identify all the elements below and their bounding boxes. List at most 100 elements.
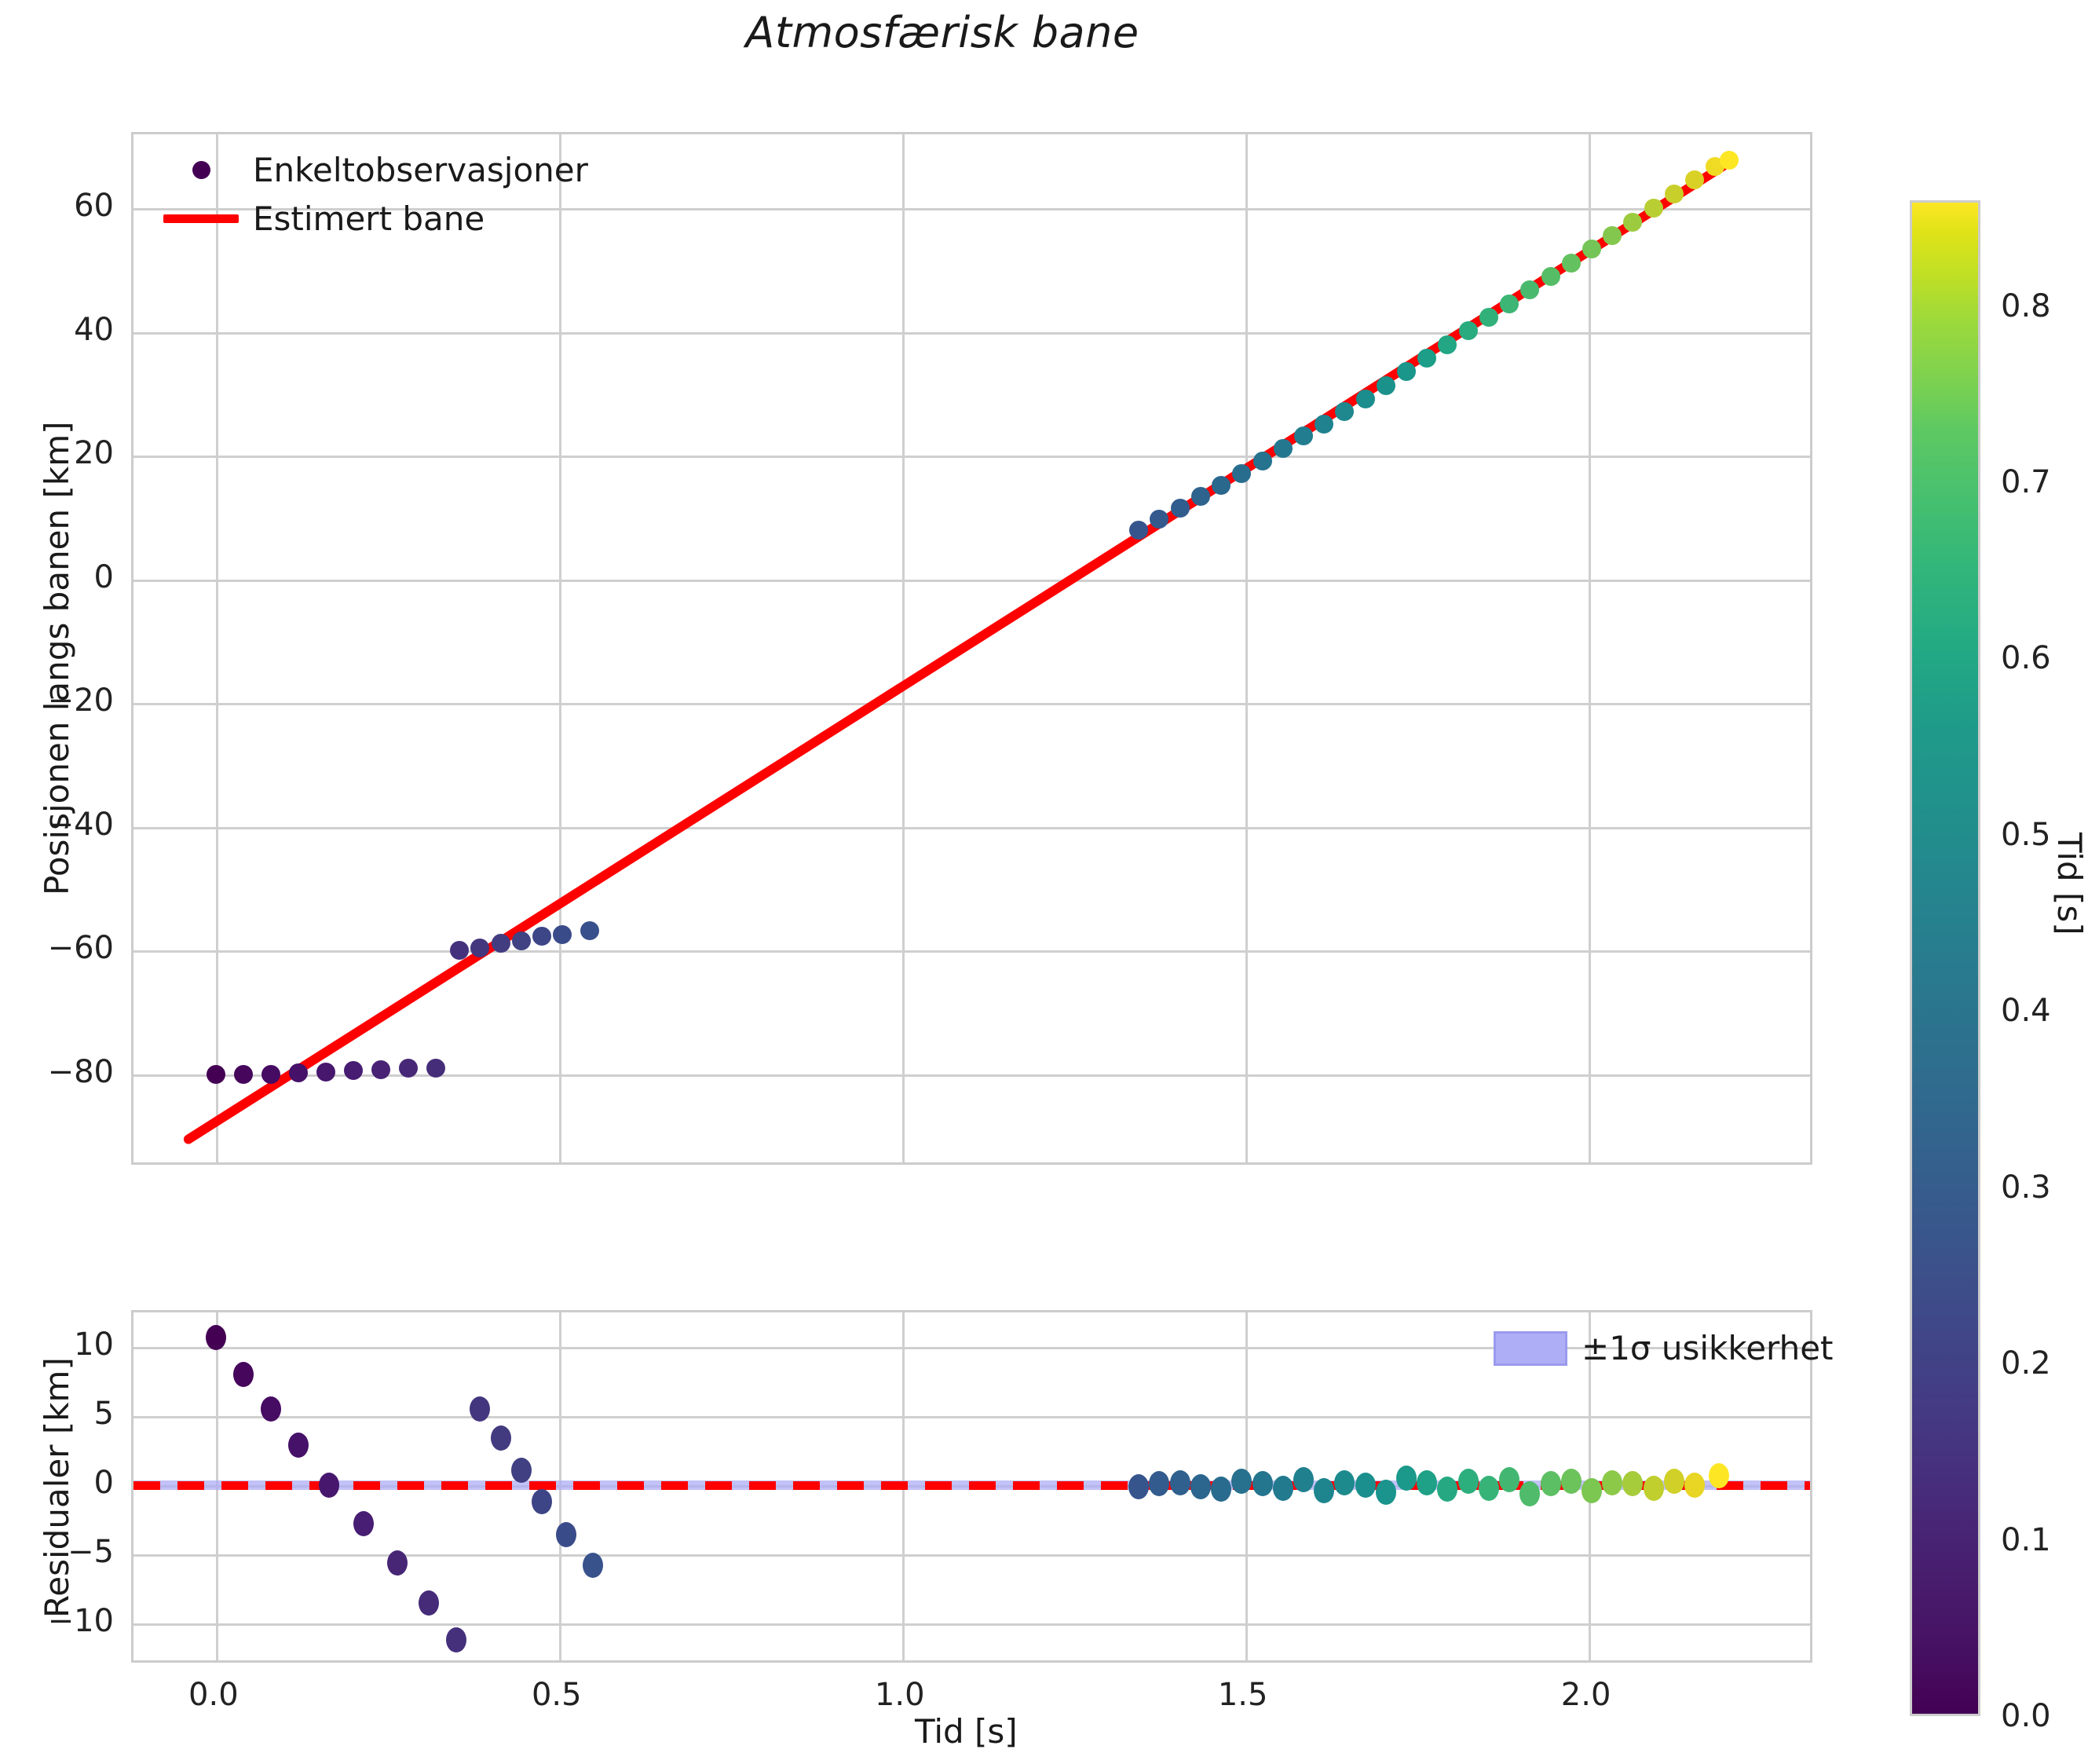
data-point [1541,267,1560,287]
residual-point [445,1627,466,1653]
residual-point [1334,1469,1355,1495]
residual-point [1375,1479,1396,1505]
residual-point [1252,1471,1273,1497]
gridline-horizontal [133,579,1810,582]
legend-label-uncertainty: ±1σ usikkerhet [1582,1329,1834,1367]
residual-point [232,1362,254,1388]
ytick-label: 40 [74,311,114,348]
data-point [553,924,572,944]
data-point [532,926,551,946]
data-point [470,939,490,958]
line-sample-icon [154,214,248,223]
residual-point [1663,1468,1684,1494]
data-point [1170,498,1190,518]
data-point [1315,414,1334,434]
residual-point [1211,1477,1232,1502]
gridline-vertical [558,134,561,1162]
data-point [1438,335,1457,354]
data-point [1252,451,1272,470]
ytick-label: 60 [74,188,114,225]
data-point [580,921,600,941]
legend-entry-fit: Estimert bane [154,194,562,243]
colorbar-tick-label: 0.6 [2001,640,2051,677]
uncertainty-band-icon [1484,1330,1577,1366]
data-point [1129,520,1149,540]
gridline-horizontal [133,703,1810,706]
residual-point [1708,1462,1729,1488]
gridline-vertical [901,134,905,1162]
residual-point [1231,1468,1252,1494]
gridline-horizontal [133,208,1810,211]
residuals-plot-axes [131,1310,1812,1663]
legend-entry-observations: Enkeltobservasjoner [154,145,588,194]
data-point [1685,170,1705,190]
residual-point [1190,1473,1211,1499]
residual-point [1540,1471,1561,1497]
trajectory-yaxis-label: Posisjonen langs banen [km] [38,421,76,895]
residual-point [531,1489,552,1515]
gridline-horizontal [133,1416,1810,1419]
gridline-horizontal [133,1623,1810,1627]
residual-point [205,1324,226,1350]
ytick-label: −10 [47,1603,114,1640]
residual-point [387,1550,408,1576]
xtick-label: 2.0 [1560,1677,1611,1713]
data-point [1376,375,1395,395]
data-point [316,1062,335,1081]
colorbar-tick-label: 0.5 [2001,816,2051,853]
data-point [1719,151,1739,170]
xtick-label: 0.5 [531,1677,582,1713]
residual-point [1643,1475,1664,1501]
data-point [426,1059,445,1078]
gridline-horizontal [133,950,1810,953]
colorbar-tick-label: 0.1 [2001,1521,2051,1558]
data-point [1293,426,1313,446]
residual-point [1560,1468,1582,1494]
residual-point [1293,1467,1314,1493]
colorbar-tick-label: 0.2 [2001,1345,2051,1382]
data-point [1582,240,1601,259]
residual-point [490,1425,511,1451]
residual-point [1417,1469,1438,1495]
data-point [1397,362,1417,382]
residuals-plot-area [133,1312,1810,1660]
residual-point [260,1396,281,1422]
residual-point [1272,1475,1293,1501]
residual-point [1169,1469,1190,1495]
residual-point [1396,1466,1417,1491]
ytick-label: −60 [47,930,114,967]
scatter-marker-icon [154,160,248,179]
data-point [261,1064,280,1084]
trajectory-legend: Enkeltobservasjoner Estimert bane [154,145,588,243]
data-point [398,1059,418,1078]
legend-label-fit: Estimert bane [253,199,485,238]
data-point [1561,253,1581,273]
residual-point [1128,1473,1150,1499]
data-point [288,1063,308,1083]
ytick-label: −40 [47,806,114,843]
residual-point [319,1473,340,1499]
legend-label-observations: Enkeltobservasjoner [253,150,588,189]
data-point [1623,212,1643,232]
colorbar-tick-label: 0.4 [2001,993,2051,1030]
residual-point [1355,1473,1376,1499]
colorbar-tick-label: 0.8 [2001,287,2051,324]
ytick-label: 10 [74,1327,114,1363]
data-point [1500,294,1519,313]
xtick-label: 1.0 [874,1677,925,1713]
data-point [1232,463,1252,483]
gridline-vertical [215,134,218,1162]
trajectory-plot-area [133,134,1810,1162]
residual-point [1684,1473,1706,1499]
data-point [1273,439,1293,458]
residual-point [1314,1478,1335,1504]
gridline-vertical [1245,134,1248,1162]
residual-point [1581,1478,1602,1504]
data-point [1644,199,1663,218]
ytick-label: 5 [93,1396,114,1433]
gridline-vertical [1588,134,1591,1162]
data-point [1479,308,1498,328]
data-point [343,1061,363,1081]
ytick-label: 20 [74,435,114,472]
